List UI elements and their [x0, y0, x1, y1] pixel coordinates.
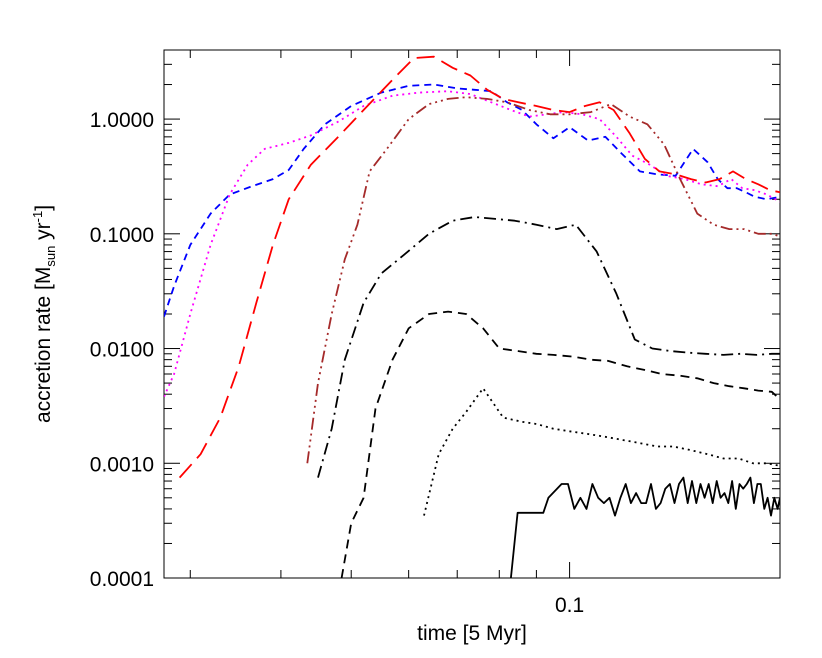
y-tick-label: 0.1000 — [90, 224, 154, 247]
y-tick-label: 0.0010 — [90, 453, 154, 476]
y-axis-title-prefix: accretion rate [M — [32, 267, 55, 423]
series-line-5 — [317, 216, 780, 478]
x-axis-title: time [5 Myr] — [417, 622, 527, 645]
series-line-2 — [164, 90, 780, 398]
series-line-3 — [178, 55, 780, 479]
y-axis-title-suffix: ] — [32, 205, 55, 211]
series-line-7 — [423, 387, 780, 516]
y-axis-title-middle: yr — [32, 222, 55, 245]
y-tick-label: 1.0000 — [90, 109, 154, 132]
tick-labels: 0.0001 0.0010 0.0100 0.1000 1.0000 0.1 — [90, 109, 584, 617]
series-line-1 — [164, 83, 780, 317]
series-line-6 — [340, 310, 780, 578]
axis-ticks — [164, 49, 780, 579]
series-layer — [164, 55, 780, 578]
y-axis-title: accretion rate [Msun yr-1] — [30, 205, 58, 423]
x-tick-label: 0.1 — [555, 594, 584, 617]
y-axis-title-subscript: sun — [43, 246, 58, 267]
y-axis-title-superscript: -1 — [30, 211, 45, 223]
y-tick-label: 0.0001 — [90, 568, 154, 591]
series-line-4 — [306, 96, 780, 464]
y-tick-label: 0.0100 — [90, 339, 154, 362]
series-line-8 — [510, 476, 780, 578]
